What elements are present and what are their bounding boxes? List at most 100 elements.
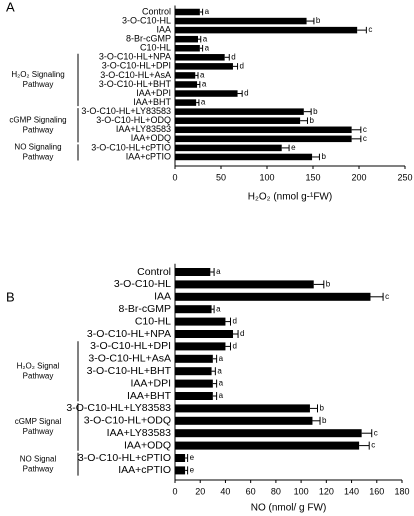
bar (175, 280, 314, 289)
x-tick-label: 0 (172, 172, 177, 182)
bar (175, 108, 304, 115)
bar (175, 144, 282, 152)
group-label: Pathway (23, 125, 54, 134)
bar (175, 441, 360, 450)
category-label: IAA+LY83583 (116, 124, 171, 134)
significance-letter: a (219, 379, 224, 388)
x-tick-label: 0 (172, 486, 177, 496)
significance-letter: a (217, 366, 222, 375)
x-tick-label: 100 (259, 172, 274, 182)
bar (175, 44, 200, 52)
category-label: IAA (156, 24, 171, 34)
significance-letter: b (322, 416, 327, 425)
significance-letter: a (202, 80, 207, 89)
bar (175, 126, 352, 134)
x-tick-label: 60 (246, 486, 256, 496)
group-label: Pathway (23, 80, 54, 89)
panel-label: B (6, 289, 15, 304)
x-tick-label: 250 (397, 172, 412, 182)
significance-letter: a (219, 391, 224, 400)
x-tick-label: 180 (394, 486, 409, 496)
category-label: 8-Br-cGMP (119, 303, 172, 315)
significance-letter: b (326, 280, 331, 289)
bar (175, 367, 212, 376)
bar (175, 404, 310, 413)
category-label: C10-HL (140, 43, 171, 53)
significance-letter: e (190, 466, 195, 475)
bar (175, 99, 197, 106)
category-label: IAA+LY83583 (107, 427, 171, 439)
significance-letter: c (368, 25, 372, 34)
category-label: IAA+DPI (130, 377, 171, 389)
significance-letter: a (200, 71, 205, 80)
category-label: 3-O-C10-HL+DPI (102, 61, 171, 71)
significance-letter: e (291, 143, 296, 152)
category-label: 3-O-C10-HL+BHT (99, 79, 172, 89)
bar (175, 305, 212, 314)
category-label: 3-O-C10-HL+DPI (90, 340, 171, 352)
category-label: 3-O-C10-HL+ODQ (84, 415, 171, 427)
significance-letter: d (231, 52, 235, 61)
group-label: H₂O₂ Signaling (11, 70, 64, 79)
bar (175, 466, 186, 475)
x-tick-label: 150 (305, 172, 320, 182)
x-tick-label: 20 (195, 486, 205, 496)
bar (175, 268, 211, 276)
category-label: IAA+cPTIO (126, 151, 171, 161)
group-label: Pathway (23, 464, 54, 473)
x-axis-label: H₂O₂ (nmol g-¹FW) (248, 192, 332, 203)
x-tick-label: 120 (319, 486, 334, 496)
category-label: Control (142, 6, 171, 16)
bar (175, 8, 200, 16)
group-label: NO Signal (20, 454, 57, 463)
category-label: IAA+ODQ (124, 439, 171, 451)
significance-letter: a (205, 7, 210, 16)
group-label: Pathway (23, 427, 54, 436)
category-label: 3-O-C10-HL+BHT (87, 365, 172, 377)
significance-letter: d (240, 329, 244, 338)
group-label: Pathway (23, 371, 54, 380)
category-label: 3-O-C10-HL+cPTIO (91, 142, 171, 152)
significance-letter: a (219, 354, 224, 363)
bar (175, 72, 196, 79)
category-label: 3-O-C10-HL+AsA (88, 353, 171, 365)
category-label: 3-O-C10-HL+cPTIO (78, 452, 171, 464)
significance-letter: b (321, 152, 326, 161)
category-label: C10-HL (135, 315, 171, 327)
bar (175, 379, 213, 388)
significance-letter: d (232, 342, 236, 351)
category-label: 3-O-C10-HL+LY83583 (81, 106, 171, 116)
significance-letter: b (316, 16, 321, 25)
category-label: IAA+ODQ (131, 133, 171, 143)
bar (175, 342, 226, 351)
significance-letter: a (203, 34, 208, 43)
bar (175, 454, 186, 462)
bar (175, 330, 234, 338)
bar (175, 354, 213, 363)
significance-letter: a (216, 304, 221, 313)
bar (175, 17, 307, 25)
significance-letter: d (240, 61, 244, 70)
category-label: 3-O-C10-HL (122, 15, 171, 25)
significance-letter: c (363, 134, 367, 143)
significance-letter: b (320, 404, 325, 413)
category-label: IAA+BHT (127, 390, 172, 402)
significance-letter: a (201, 98, 206, 107)
bar (175, 429, 362, 438)
category-label: 8-Br-cGMP (126, 34, 171, 44)
significance-letter: e (190, 453, 195, 462)
x-axis-label: NO (nmol/ g FW) (251, 503, 327, 514)
x-tick-label: 160 (369, 486, 384, 496)
category-label: IAA+cPTIO (118, 464, 171, 476)
significance-letter: b (309, 116, 314, 125)
bar (175, 54, 225, 61)
x-tick-label: 50 (216, 172, 226, 182)
x-tick-label: 80 (271, 486, 281, 496)
category-label: 3-O-C10-HL+ODQ (96, 115, 171, 125)
significance-letter: a (216, 267, 221, 276)
bar (175, 317, 226, 326)
group-label: NO Signaling (14, 143, 61, 152)
bar (175, 392, 213, 400)
bar (175, 292, 371, 301)
